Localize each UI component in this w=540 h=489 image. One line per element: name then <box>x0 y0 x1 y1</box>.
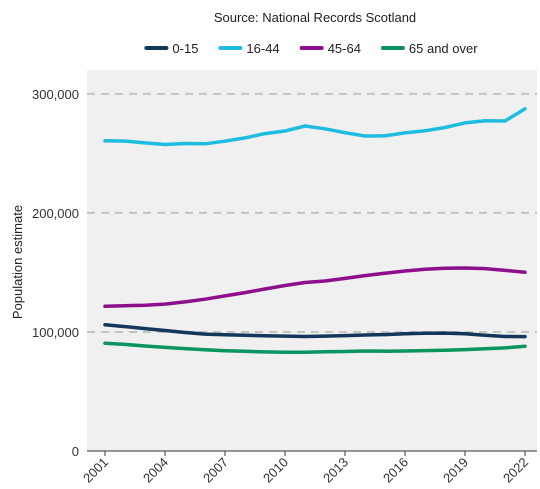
legend: 0-15 16-44 45-64 65 and over <box>144 41 478 56</box>
legend-label-3: 65 and over <box>409 41 478 56</box>
y-axis-title: Population estimate <box>10 205 25 319</box>
legend-item-3: 65 and over <box>380 41 478 56</box>
y-tick-label-1: 100,000 <box>32 325 79 340</box>
series-line-1 <box>103 107 527 147</box>
legend-item-1: 16-44 <box>218 41 280 56</box>
x-tick-label-4: 2013 <box>320 455 351 486</box>
y-axis: 0 100,000 200,000 300,000 <box>32 87 79 459</box>
series-line-0 <box>103 323 527 339</box>
legend-item-2: 45-64 <box>299 41 361 56</box>
x-tick-label-7: 2022 <box>500 455 531 486</box>
series-lines <box>103 107 527 355</box>
chart-subtitle: Source: National Records Scotland <box>214 10 416 25</box>
legend-item-0: 0-15 <box>144 41 198 56</box>
legend-label-1: 16-44 <box>246 41 279 56</box>
y-tick-label-3: 300,000 <box>32 87 79 102</box>
plot-background <box>87 70 537 451</box>
series-line-2 <box>103 266 527 309</box>
x-tick-label-6: 2019 <box>440 455 471 486</box>
x-tick-label-2: 2007 <box>200 455 231 486</box>
x-tick-label-0: 2001 <box>80 455 111 486</box>
series-line-3 <box>103 341 527 355</box>
x-axis: 2001 2004 2007 2010 2013 2016 2019 2022 <box>80 450 537 486</box>
legend-label-2: 45-64 <box>328 41 361 56</box>
x-tick-label-5: 2016 <box>380 455 411 486</box>
y-tick-label-2: 200,000 <box>32 206 79 221</box>
legend-label-0: 0-15 <box>172 41 198 56</box>
y-tick-label-0: 0 <box>72 444 79 459</box>
x-tick-label-3: 2010 <box>260 455 291 486</box>
x-tick-label-1: 2004 <box>140 455 171 486</box>
